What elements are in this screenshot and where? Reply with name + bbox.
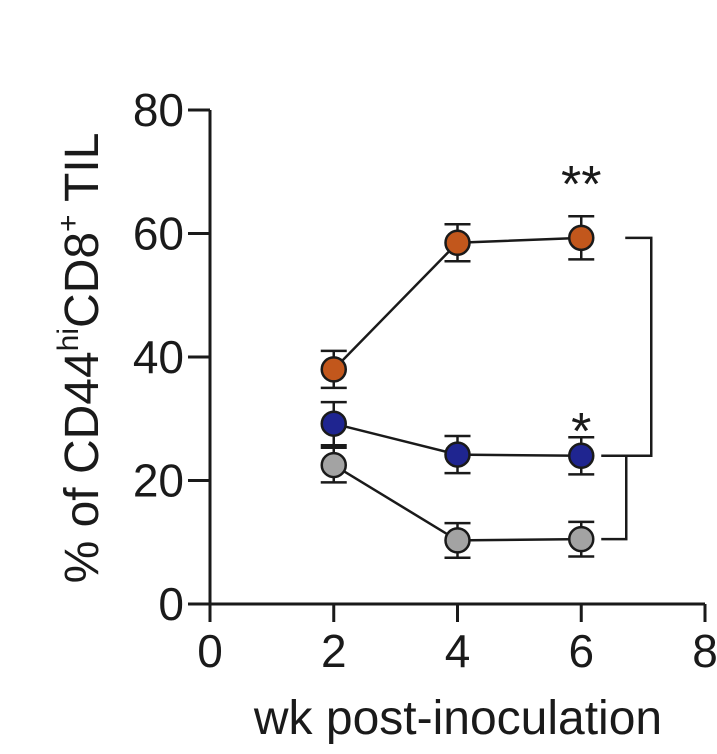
bracket	[625, 236, 653, 458]
x-tick-label: 2	[321, 625, 347, 677]
data-point	[444, 229, 471, 257]
y-axis-title-sup-plus: +	[52, 214, 85, 232]
y-tick-label: 80	[133, 84, 184, 136]
y-tick-label: 20	[133, 455, 184, 507]
y-axis-title-suffix: TIL	[56, 133, 109, 215]
y-tick-label: 0	[158, 578, 184, 630]
y-axis-title-sup-hi: hi	[52, 328, 85, 351]
y-tick-label: 60	[133, 208, 184, 260]
y-axis-title-prefix: % of CD44	[56, 351, 109, 583]
data-point	[568, 525, 595, 553]
data-point	[568, 224, 595, 252]
x-tick-label: 0	[197, 625, 223, 677]
axes: 0 20 40 60 80 0 2 4 6 8	[133, 84, 717, 677]
x-axis-title: wk post-inoculation	[253, 692, 662, 745]
data-point	[320, 410, 347, 437]
x-tick-label: 4	[445, 625, 471, 677]
data-point	[568, 442, 595, 470]
data-series	[320, 214, 595, 559]
series-0	[320, 214, 595, 390]
y-axis-title: % of CD44hiCD8+ TIL	[52, 133, 109, 584]
significance-annotations: ***	[561, 156, 601, 461]
data-point	[320, 356, 347, 383]
data-point	[444, 527, 471, 554]
significance-marker: **	[561, 156, 601, 214]
significance-brackets	[601, 236, 653, 541]
bracket	[601, 454, 628, 541]
y-tick-label: 40	[133, 331, 184, 383]
series-2	[320, 446, 595, 559]
x-tick-label: 8	[692, 625, 717, 677]
data-point	[444, 441, 471, 468]
data-point	[320, 451, 347, 479]
significance-marker: *	[571, 403, 591, 461]
series-1	[320, 400, 595, 476]
x-tick-label: 6	[568, 625, 594, 677]
y-axis-title-middle: CD8	[56, 232, 109, 328]
